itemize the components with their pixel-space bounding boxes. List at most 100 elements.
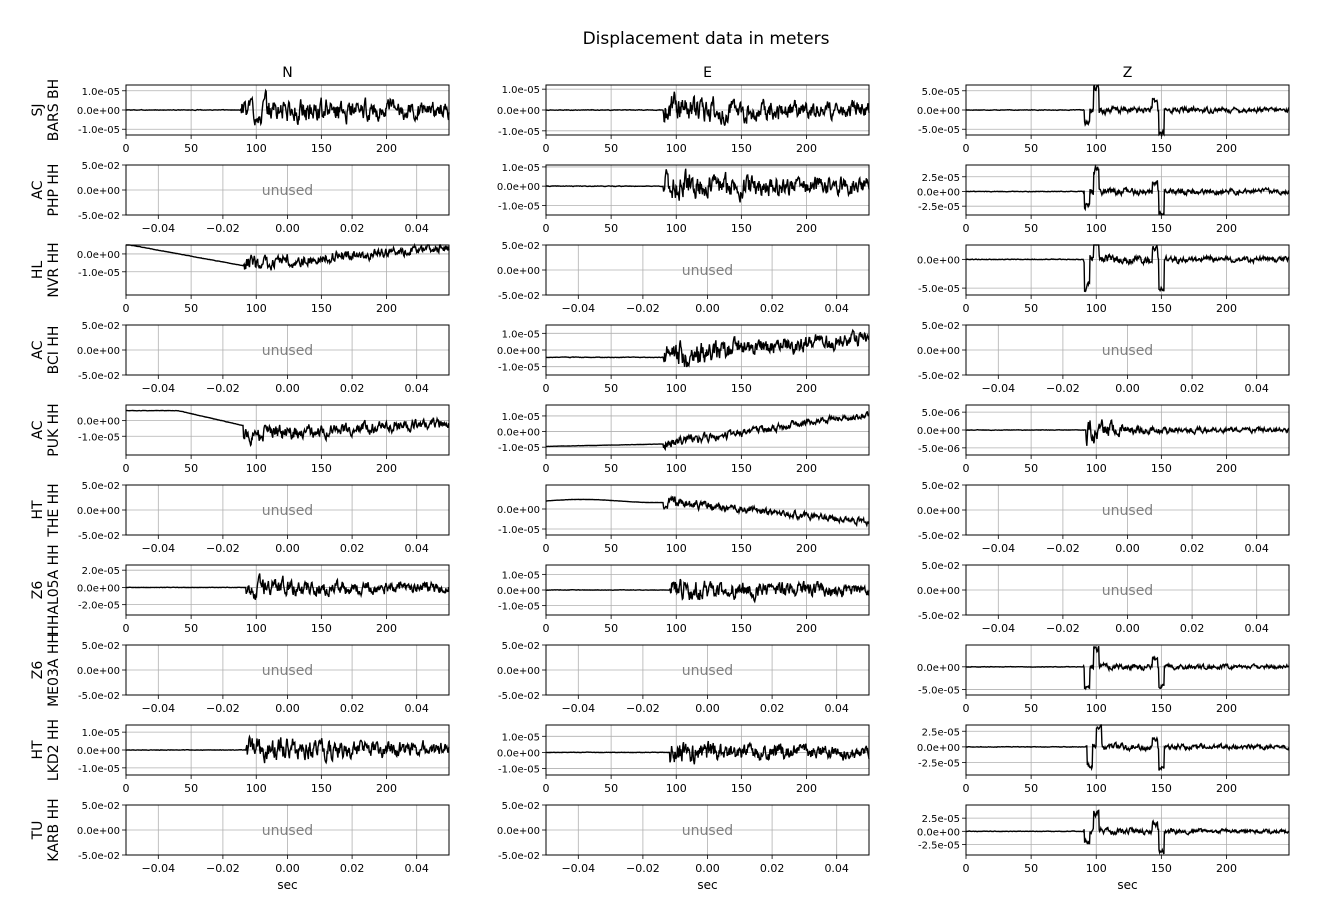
trace-line [125,734,450,765]
trace-line [546,495,870,528]
x-tick-label: 50 [1024,142,1038,155]
x-tick-label: 0.00 [1115,622,1140,635]
x-tick-label: 0 [123,302,130,315]
y-tick-label: 0.0e+00 [497,266,540,277]
x-tick-label: −0.02 [626,702,660,715]
x-tick-label: 0.04 [404,702,429,715]
row-station-label: KARB HH [46,798,62,861]
axes-frame [125,84,450,136]
x-tick-label: 200 [796,222,817,235]
subplot-panel: −0.04 −0.02 0.00 0.02 0.04 5.0e-02 0.0e+00 -5.0… [497,641,870,715]
x-tick-label: 150 [311,782,332,795]
y-tick-label: -1.0e-05 [498,765,540,776]
y-tick-label: -5.0e-05 [918,284,960,295]
x-tick-label: 50 [604,542,618,555]
y-tick-label: -5.0e-02 [78,531,120,542]
row-network-label: HL [30,261,46,280]
y-tick-label: 0.0e+00 [497,182,540,193]
y-tick-label: 5.0e-02 [82,161,120,172]
x-tick-label: 0.00 [1115,382,1140,395]
axes-frame [545,404,870,456]
x-tick-label: 100 [246,302,267,315]
axes-frame [545,484,870,536]
x-tick-label: −0.04 [141,862,175,875]
x-tick-label: 0 [543,782,550,795]
trace-line [966,645,1290,691]
x-tick-label: −0.02 [626,302,660,315]
y-tick-label: -1.0e-05 [498,363,540,374]
x-tick-label: 50 [604,782,618,795]
x-tick-label: 50 [1024,782,1038,795]
row-network-label: TU [30,821,46,841]
unused-label: unused [262,823,313,839]
y-tick-label: 0.0e+00 [917,743,960,754]
row-network-label: HT [30,740,46,760]
y-tick-label: 5.0e-02 [82,481,120,492]
x-tick-label: 50 [1024,302,1038,315]
x-tick-label: 0 [543,542,550,555]
y-tick-label: 0.0e+00 [77,417,120,428]
y-tick-label: -5.0e-02 [498,851,540,862]
subplot-panel: −0.04 −0.02 0.00 0.02 0.04 5.0e-02 0.0e+00 -5.0… [917,321,1290,395]
x-tick-label: 150 [311,142,332,155]
y-tick-label: 5.0e-06 [922,408,960,419]
y-tick-label: 5.0e-02 [922,561,960,572]
trace-line [126,242,450,271]
x-tick-label: 0 [963,462,970,475]
y-tick-label: 0.0e+00 [917,663,960,674]
x-axis-label: sec [1117,878,1137,892]
axes-frame [125,404,450,456]
column-title: Z [1123,65,1133,81]
x-tick-label: 100 [246,782,267,795]
y-tick-label: 0.0e+00 [497,106,540,117]
trace-line [546,410,870,452]
y-tick-label: -5.0e-05 [918,125,960,136]
x-tick-label: 0 [123,782,130,795]
axes-frame [125,484,450,536]
x-tick-label: 0.00 [695,702,720,715]
x-tick-label: 0.02 [1180,382,1205,395]
x-tick-label: 150 [1151,862,1172,875]
y-tick-label: 0.0e+00 [497,666,540,677]
x-tick-label: 50 [184,782,198,795]
axes-frame [545,84,870,136]
x-tick-label: −0.02 [1046,542,1080,555]
trace-line [545,578,870,604]
x-tick-label: 150 [1151,142,1172,155]
y-tick-label: 0.0e+00 [77,250,120,261]
x-tick-label: 0.00 [275,382,300,395]
trace-line [125,88,450,127]
axes-frame [545,564,870,616]
y-tick-label: 0.0e+00 [77,746,120,757]
subplot-panel: 0 50 100 150 200 1.0e-05 0.0e+00 -1.0e-05 [77,724,450,795]
x-tick-label: 150 [731,622,752,635]
x-tick-label: 0 [963,142,970,155]
x-tick-label: −0.04 [561,862,595,875]
x-tick-label: 50 [604,382,618,395]
subplot-panel: Z 0 50 100 150 200 5.0e-05 0.0e+00 -5.0e-05 [917,65,1290,155]
y-tick-label: 2.5e-05 [922,814,960,825]
x-tick-label: 0.00 [275,222,300,235]
x-tick-label: −0.02 [206,382,240,395]
x-tick-label: 0.04 [1244,622,1269,635]
x-tick-label: 0.02 [1180,542,1205,555]
axes-frame [125,244,450,296]
axes-frame [965,724,1290,776]
x-tick-label: −0.02 [206,702,240,715]
y-tick-label: 0.0e+00 [497,748,540,759]
y-tick-label: 0.0e+00 [77,506,120,517]
x-tick-label: −0.04 [141,382,175,395]
trace-line [125,409,450,448]
x-tick-label: 200 [796,382,817,395]
x-tick-label: 200 [1216,862,1237,875]
trace-line [545,168,870,203]
row-station-label: BCI HH [46,326,62,375]
trace-line [545,740,870,765]
x-tick-label: −0.04 [561,302,595,315]
axes-frame [125,564,450,616]
x-tick-label: −0.02 [206,542,240,555]
y-tick-label: -5.0e-05 [918,686,960,697]
x-tick-label: 0.04 [404,222,429,235]
x-tick-label: 0.00 [1115,542,1140,555]
subplot-panel: 0 50 100 150 200 1.0e-05 0.0e+00 -1.0e-05 [497,163,870,235]
